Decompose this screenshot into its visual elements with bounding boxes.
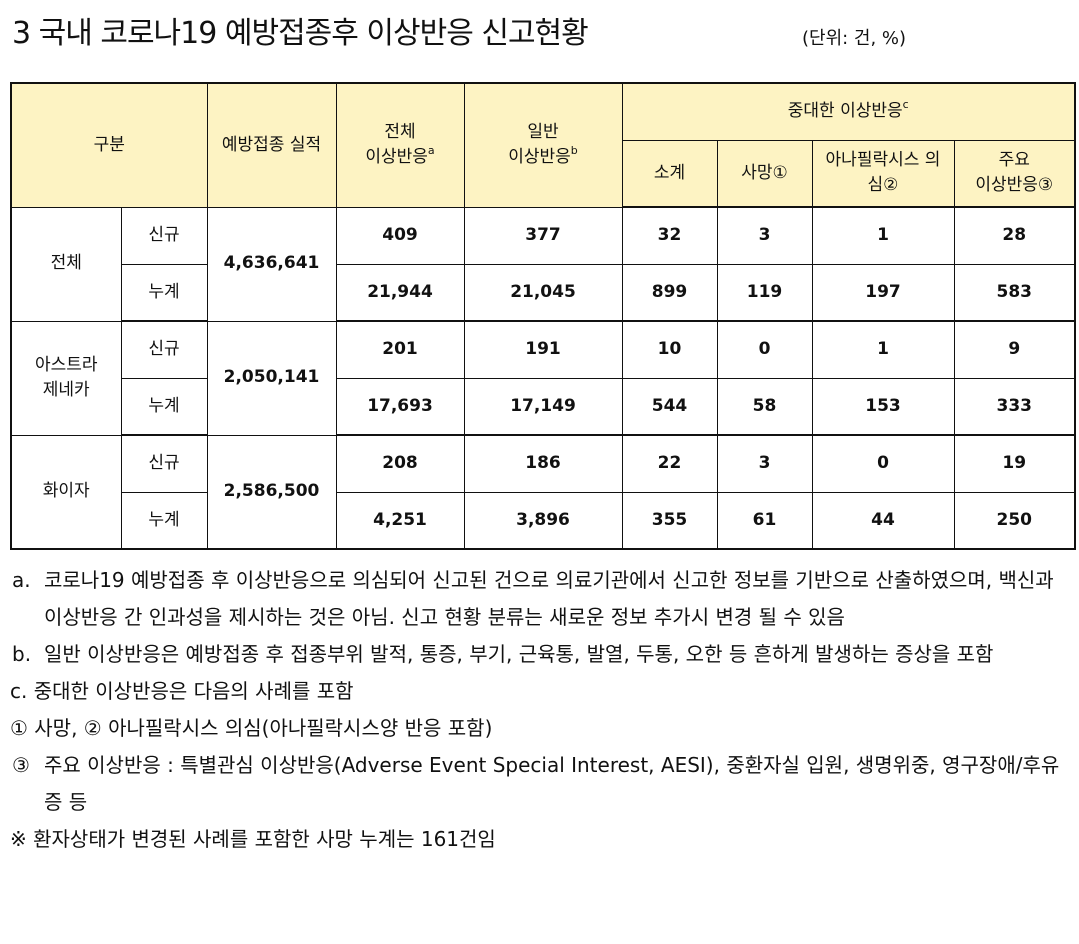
header-major-l2: 이상반응③ [975, 175, 1054, 196]
cell-death: 3 [716, 434, 813, 493]
header-anaphylaxis: 아나필락시스 의 심② [811, 139, 955, 208]
page-title: 3 국내 코로나19 예방접종후 이상반응 신고현황 [12, 16, 589, 51]
table-row: 전체 신규 4,636,641 409 377 32 3 1 28 [10, 206, 1076, 322]
cell-death: 119 [716, 263, 813, 322]
header-general-sup: b [570, 144, 578, 158]
header-death: 사망① [716, 139, 813, 208]
cell-anaphylaxis: 153 [811, 377, 955, 436]
cell-death: 61 [716, 491, 813, 550]
cell-major: 250 [953, 491, 1076, 550]
cell-subtotal: 22 [621, 434, 718, 493]
row-type: 신규 [120, 206, 208, 265]
note-a-text: 코로나19 예방접종 후 이상반응으로 의심되어 신고된 건으로 의료기관에서 … [44, 568, 1054, 629]
row-type: 신규 [120, 434, 208, 493]
cell-general: 17,149 [463, 377, 623, 436]
cell-general: 3,896 [463, 491, 623, 550]
header-vaccinated: 예방접종 실적 [206, 82, 337, 208]
cell-anaphylaxis: 0 [811, 434, 955, 493]
cell-death: 0 [716, 320, 813, 379]
header-anaphylaxis-l2: 심② [867, 175, 899, 196]
cell-anaphylaxis: 1 [811, 320, 955, 379]
vaccinated-count: 2,050,141 [206, 320, 337, 436]
table-row: 누계 21,944 21,045 899 119 197 583 [11, 263, 1076, 322]
note-a-mark: a. [12, 568, 31, 592]
cell-total: 208 [335, 434, 465, 493]
cell-total: 4,251 [335, 491, 465, 550]
notes-section: a. 코로나19 예방접종 후 이상반응으로 의심되어 신고된 건으로 의료기관… [10, 562, 1076, 858]
note-b-text: 일반 이상반응은 예방접종 후 접종부위 발적, 통증, 부기, 근육통, 발열… [44, 642, 994, 666]
table-row: 아스트라 제네카 신규 2,050,141 201 191 10 0 1 9 [10, 320, 1076, 436]
cell-anaphylaxis: 197 [811, 263, 955, 322]
note-c1: ① 사망, ② 아나필락시스 의심(아나필락시스양 반응 포함) [10, 716, 493, 740]
unit-label: (단위: 건, %) [802, 28, 907, 49]
header-total-l1: 전체 [384, 121, 416, 142]
note-c3: ③ 주요 이상반응 : 특별관심 이상반응(Adverse Event Spec… [10, 747, 1076, 821]
cell-total: 21,944 [335, 263, 465, 322]
cell-subtotal: 32 [621, 206, 718, 265]
cell-total: 201 [335, 320, 465, 379]
row-type: 누계 [120, 263, 208, 322]
adverse-reaction-table: 구분 예방접종 실적 전체 이상반응a 일반 이상반응b 중대한 이상반응c 소… [10, 82, 1077, 550]
note-c3-mark: ③ [12, 753, 30, 777]
cell-major: 9 [953, 320, 1076, 379]
table-row: 누계 17,693 17,149 544 58 153 333 [11, 377, 1076, 436]
group-name: 아스트라 제네카 [10, 320, 122, 436]
group-name-l2: 제네카 [42, 380, 90, 400]
table-row: 누계 4,251 3,896 355 61 44 250 [11, 491, 1076, 550]
cell-subtotal: 544 [621, 377, 718, 436]
cell-general: 377 [463, 206, 623, 265]
header-general: 일반 이상반응b [463, 82, 623, 208]
cell-total: 409 [335, 206, 465, 265]
row-type: 누계 [120, 377, 208, 436]
header-serious-label: 중대한 이상반응 [787, 101, 903, 121]
table-row: 화이자 신규 2,586,500 208 186 22 3 0 19 [10, 434, 1076, 550]
note-b-mark: b. [12, 642, 32, 666]
cell-major: 333 [953, 377, 1076, 436]
cell-major: 28 [953, 206, 1076, 265]
header-total-sup: a [427, 144, 435, 158]
cell-total: 17,693 [335, 377, 465, 436]
header-general-l1: 일반 [527, 121, 559, 142]
header-total: 전체 이상반응a [335, 82, 465, 208]
row-type: 신규 [120, 320, 208, 379]
cell-general: 186 [463, 434, 623, 493]
cell-death: 58 [716, 377, 813, 436]
header-category: 구분 [10, 82, 208, 208]
note-b: b. 일반 이상반응은 예방접종 후 접종부위 발적, 통증, 부기, 근육통,… [10, 636, 1076, 673]
cell-anaphylaxis: 44 [811, 491, 955, 550]
cell-general: 191 [463, 320, 623, 379]
cell-subtotal: 355 [621, 491, 718, 550]
note-a: a. 코로나19 예방접종 후 이상반응으로 의심되어 신고된 건으로 의료기관… [10, 562, 1076, 636]
header-general-l2: 이상반응 [508, 147, 571, 168]
vaccinated-count: 2,586,500 [206, 434, 337, 550]
vaccinated-count: 4,636,641 [206, 206, 337, 322]
note-c: c. 중대한 이상반응은 다음의 사례를 포함 [10, 679, 354, 703]
row-type: 누계 [120, 491, 208, 550]
header-major-l1: 주요 [998, 149, 1030, 170]
header-total-l2: 이상반응 [365, 147, 428, 168]
header-serious: 중대한 이상반응c [621, 82, 1076, 141]
header-major: 주요 이상반응③ [953, 139, 1076, 208]
footnote: ※ 환자상태가 변경된 사례를 포함한 사망 누계는 161건임 [10, 827, 496, 851]
group-name: 전체 [10, 206, 122, 322]
header-anaphylaxis-l1: 아나필락시스 의 [825, 149, 941, 170]
cell-major: 19 [953, 434, 1076, 493]
header-serious-sup: c [902, 98, 909, 111]
header-subtotal: 소계 [621, 139, 718, 208]
cell-major: 583 [953, 263, 1076, 322]
group-name: 화이자 [10, 434, 122, 550]
group-name-l1: 아스트라 [34, 354, 98, 375]
cell-death: 3 [716, 206, 813, 265]
cell-anaphylaxis: 1 [811, 206, 955, 265]
cell-subtotal: 10 [621, 320, 718, 379]
cell-general: 21,045 [463, 263, 623, 322]
cell-subtotal: 899 [621, 263, 718, 322]
note-c3-text: 주요 이상반응 : 특별관심 이상반응(Adverse Event Specia… [44, 753, 1060, 814]
